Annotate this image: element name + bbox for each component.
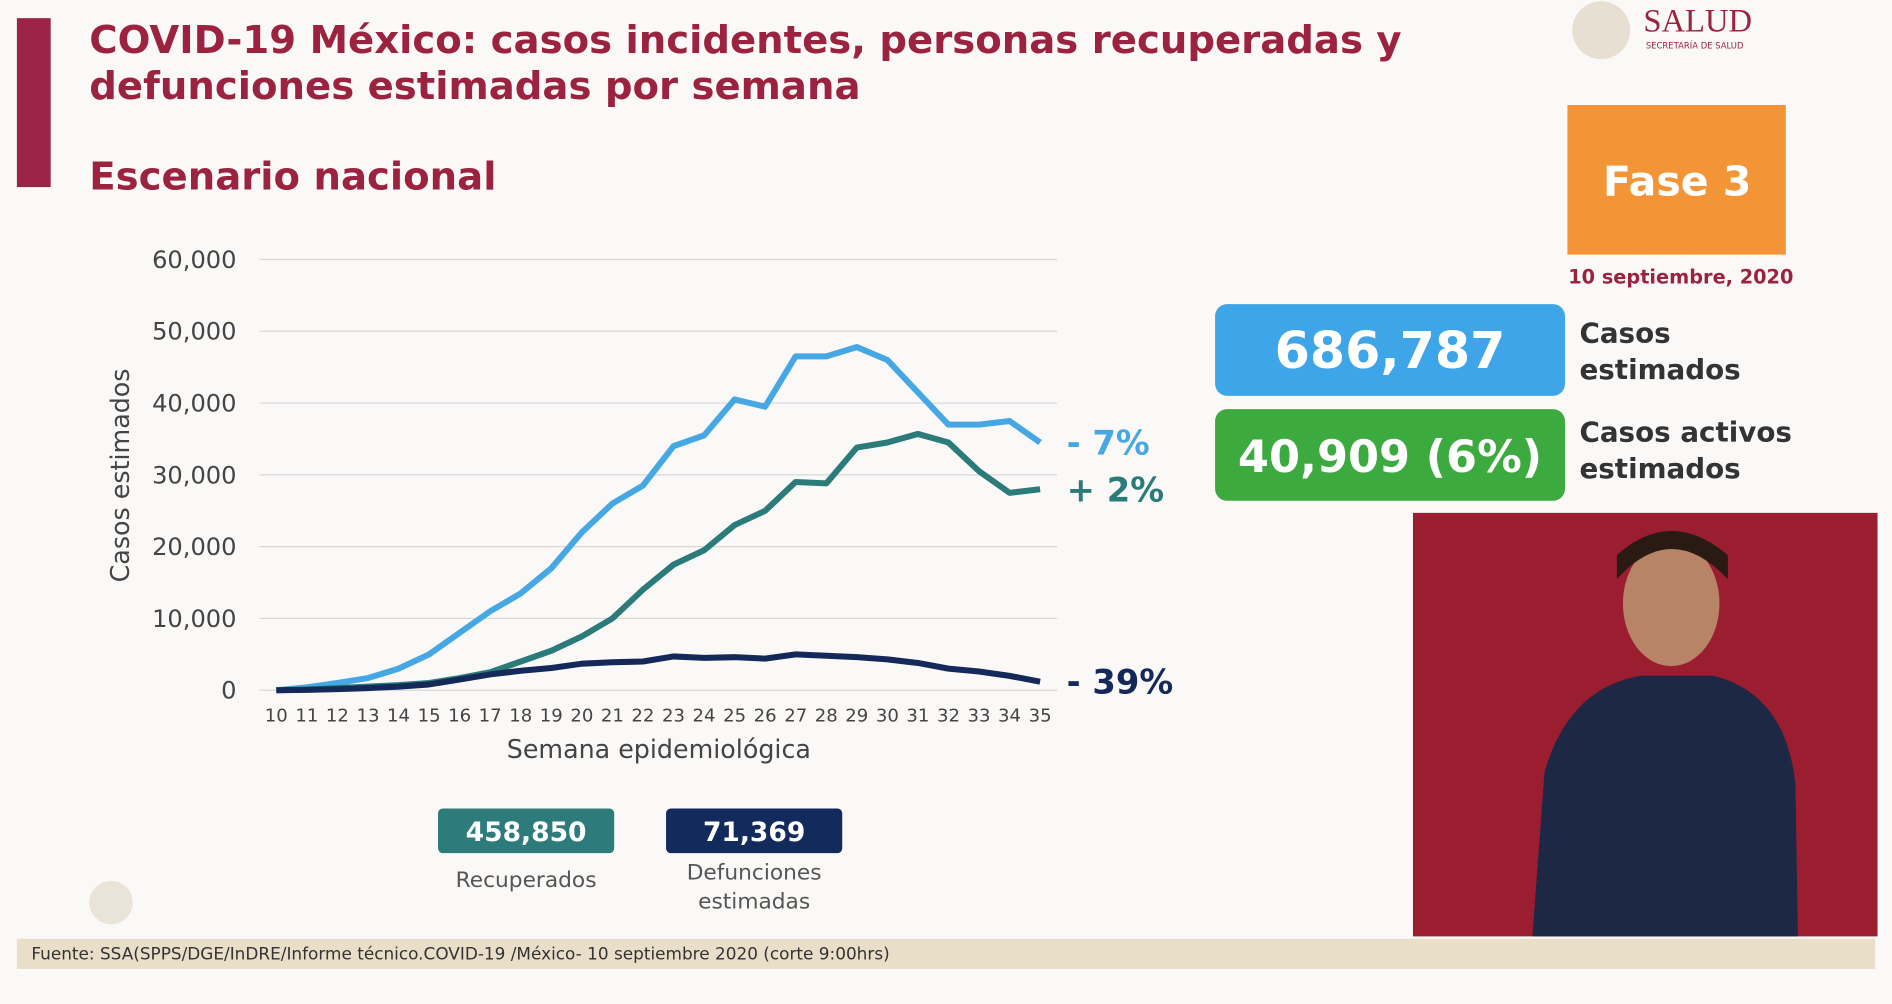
- cases-label: Casos: [1579, 317, 1670, 350]
- x-tick-label: 35: [1029, 706, 1052, 727]
- title: COVID-19 México: casos incidentes, perso…: [89, 18, 1401, 63]
- interpreter-hair: [1616, 530, 1728, 580]
- logo-sub: SECRETARÍA DE SALUD: [1646, 39, 1744, 50]
- y-tick-label: 40,000: [152, 390, 236, 418]
- x-tick-label: 12: [326, 706, 349, 727]
- deaths-box: [666, 808, 843, 854]
- x-tick-label: 13: [356, 706, 379, 727]
- recovered-label: Recuperados: [456, 868, 597, 893]
- accent-bar: [16, 18, 51, 188]
- x-tick-label: 19: [540, 706, 563, 727]
- y-tick-label: 30,000: [152, 461, 236, 489]
- y-tick-label: 60,000: [152, 246, 236, 274]
- phase: Fase 3: [1603, 158, 1751, 206]
- x-axis-label: Semana epidemiológica: [507, 734, 811, 764]
- y-axis-label: Casos estimados: [105, 369, 135, 583]
- deaths-value: 71,369: [703, 817, 805, 848]
- chart: 0 10,000 20,000 30,000 40,000 50,000 60,000 10 1…: [105, 246, 1173, 764]
- logo-name: SALUD: [1643, 3, 1752, 39]
- series-line: [276, 344, 1042, 694]
- interpreter-body: [1532, 675, 1798, 937]
- interpreter-video: [1412, 512, 1878, 937]
- phase-box: [1567, 105, 1786, 255]
- end-label: - 7%: [1067, 424, 1150, 463]
- x-tick-label: 25: [723, 706, 746, 727]
- interpreter-head: [1622, 540, 1720, 667]
- x-tick-label: 16: [448, 706, 471, 727]
- y-tick-label: 50,000: [152, 318, 236, 346]
- x-tick-label: 33: [968, 706, 991, 727]
- recovered-box: [438, 808, 615, 854]
- footer-bar: [16, 938, 1876, 969]
- x-tick-label: 23: [662, 706, 685, 727]
- cases-value: 686,787: [1275, 321, 1506, 380]
- y-tick-label: 10,000: [152, 605, 236, 633]
- deaths-label: estimadas: [698, 890, 810, 915]
- x-tick-label: 28: [815, 706, 838, 727]
- x-tick-label: 24: [693, 706, 716, 727]
- emblem: [89, 880, 133, 925]
- x-tick-label: 11: [295, 706, 318, 727]
- title: defunciones estimadas por semana: [89, 64, 860, 109]
- y-tick-label: 20,000: [152, 533, 236, 561]
- active-label: estimados: [1579, 452, 1740, 485]
- cases-label: estimados: [1579, 353, 1740, 386]
- x-tick-label: 29: [845, 706, 868, 727]
- x-tick-label: 10: [265, 706, 288, 727]
- x-tick-label: 22: [631, 706, 654, 727]
- logo-emblem: [1572, 1, 1631, 60]
- x-tick-label: 18: [509, 706, 532, 727]
- x-tick-label: 31: [906, 706, 929, 727]
- end-label: - 39%: [1067, 663, 1174, 702]
- active-value: 40,909 (6%): [1238, 431, 1542, 483]
- active-label: Casos activos: [1579, 416, 1791, 449]
- x-tick-label: 17: [479, 706, 502, 727]
- x-tick-label: 20: [570, 706, 593, 727]
- source: Fuente: SSA(SPPS/DGE/InDRE/Informe técni…: [31, 943, 889, 963]
- end-label: + 2%: [1067, 470, 1164, 509]
- x-tick-label: 15: [418, 706, 441, 727]
- y-tick-label: 0: [221, 677, 236, 705]
- date: 10 septiembre, 2020: [1568, 266, 1793, 289]
- x-tick-label: 34: [998, 706, 1021, 727]
- active-box: [1215, 409, 1566, 501]
- x-tick-label: 27: [784, 706, 807, 727]
- recovered-value: 458,850: [466, 817, 587, 848]
- subtitle: Escenario nacional: [89, 154, 496, 199]
- x-tick-label: 26: [754, 706, 777, 727]
- x-tick-label: 21: [601, 706, 624, 727]
- deaths-label: Defunciones: [687, 861, 822, 886]
- series-line: [276, 651, 1041, 694]
- x-tick-label: 14: [387, 706, 410, 727]
- cases-box: [1215, 304, 1566, 396]
- x-tick-label: 32: [937, 706, 960, 727]
- x-tick-label: 30: [876, 706, 899, 727]
